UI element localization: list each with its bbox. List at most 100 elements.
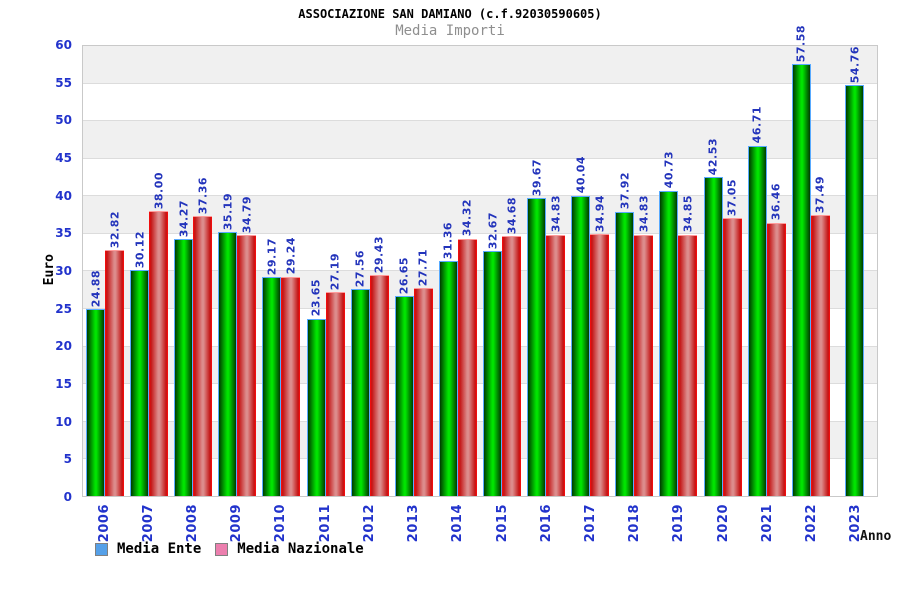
bar-media-ente: 40.73 [659, 151, 679, 496]
bar-value-label: 46.71 [751, 106, 764, 143]
grid-band [83, 233, 877, 272]
bar-value-text: 29.43 [372, 235, 386, 274]
bar-value-text: 34.27 [177, 199, 191, 237]
x-tick-2007: 2007 [126, 504, 170, 546]
bars-layer: 24.88 32.82 30.12 38.00 34.27 37.36 35.19 34.79… [83, 25, 877, 496]
bar-value-text: 40.04 [574, 156, 588, 194]
bar-value-label: 26.65 [398, 257, 411, 294]
x-tick-2014: 2014 [436, 504, 480, 546]
bar-value-text: 57.58 [794, 24, 808, 63]
x-tick-label: 2012 [361, 504, 377, 543]
legend-item: Media Ente [95, 541, 201, 557]
bar-value-text: 26.65 [397, 256, 411, 295]
bar-value-text: 38.00 [152, 171, 166, 210]
bar-value-label: 32.67 [486, 212, 499, 249]
bar-value-label: 37.36 [196, 177, 209, 214]
x-tick-label: 2019 [671, 504, 687, 543]
bar-group-2013: 26.65 27.71 [392, 46, 436, 496]
bar-value-text: 24.88 [89, 270, 103, 308]
bar-media-ente: 27.56 [350, 250, 370, 496]
bar-media-nazionale: 34.32 [457, 199, 477, 496]
x-tick-label: 2015 [494, 504, 510, 543]
grid-band [83, 46, 877, 84]
bar-value-label: 34.83 [549, 195, 562, 232]
bar-group-2015: 32.67 34.68 [480, 46, 524, 496]
x-tick-2022: 2022 [790, 504, 834, 546]
bar-media-nazionale: 27.71 [413, 249, 433, 496]
y-tick-label: 0 [63, 490, 72, 504]
bar-media-nazionale: 36.46 [766, 183, 786, 496]
grid-bands [83, 46, 877, 496]
x-tick-label: 2009 [229, 504, 245, 543]
x-tick-label: 2021 [759, 504, 775, 543]
bar-group-2018: 37.92 34.83 [612, 46, 656, 496]
bar-value-text: 54.76 [848, 46, 862, 84]
bar-media-ente: 39.67 [527, 159, 547, 496]
legend-item: Media Nazionale [215, 541, 364, 557]
x-axis: 2006 2007 2008 2009 2010 2011 2012 2013 2014 2015… [82, 504, 878, 546]
bar-group-2021: 46.71 36.46 [745, 46, 789, 496]
grid-band [83, 158, 877, 197]
bar-media-ente: 40.04 [571, 156, 591, 496]
bar-value-text: 40.73 [662, 151, 676, 189]
grid-band [83, 459, 877, 496]
x-tick-2019: 2019 [657, 504, 701, 546]
x-tick-label: 2018 [627, 504, 643, 543]
bar-value-label: 35.19 [221, 193, 234, 230]
x-tick-2006: 2006 [82, 504, 126, 546]
y-tick-label: 25 [55, 301, 72, 316]
bar-value-label: 34.85 [681, 195, 694, 232]
bar-value-label: 30.12 [133, 231, 146, 268]
x-tick-2021: 2021 [745, 504, 789, 546]
x-tick-2020: 2020 [701, 504, 745, 546]
bar-media-ente: 57.58 [791, 25, 811, 496]
bar-media-nazionale: 37.49 [810, 176, 830, 496]
legend-label: Media Ente [117, 541, 202, 557]
grid-band [83, 346, 877, 385]
bar-value-label: 34.32 [461, 199, 474, 236]
bar-group-2014: 31.36 34.32 [436, 46, 480, 496]
bar-media-nazionale: 29.24 [281, 237, 301, 496]
bar-group-2017: 40.04 34.94 [568, 46, 612, 496]
bar-media-nazionale: 32.82 [105, 211, 125, 496]
y-tick-label: 45 [55, 151, 72, 165]
y-tick-label: 35 [55, 226, 72, 241]
grid-band [83, 271, 877, 310]
bar-value-label: 38.00 [152, 172, 165, 209]
bar-value-label: 42.53 [707, 138, 720, 175]
bar-media-ente: 24.88 [86, 270, 106, 496]
bar-value-text: 34.85 [681, 195, 695, 233]
bar-value-text: 37.05 [725, 178, 739, 217]
x-tick-label: 2013 [406, 504, 422, 543]
x-tick-2010: 2010 [259, 504, 303, 546]
bar-value-label: 27.56 [354, 250, 367, 287]
bar-group-2019: 40.73 34.85 [656, 46, 700, 496]
bar-value-text: 34.32 [460, 199, 474, 237]
bar-media-ente: 30.12 [130, 231, 150, 496]
bar-value-text: 42.53 [706, 137, 720, 176]
plot-area: 24.88 32.82 30.12 38.00 34.27 37.36 35.19 34.79… [82, 25, 878, 497]
bar-media-ente: 29.17 [262, 238, 282, 496]
x-tick-2013: 2013 [392, 504, 436, 546]
bar-media-ente: 35.19 [218, 193, 238, 496]
legend-label: Media Nazionale [237, 541, 364, 557]
x-tick-label: 2016 [538, 504, 554, 543]
bar-media-ente: 32.67 [483, 212, 503, 496]
legend: Media Ente Media Nazionale [95, 541, 364, 557]
bar-media-nazionale: 34.94 [590, 195, 610, 496]
legend-swatch [215, 542, 229, 556]
bar-value-text: 37.49 [813, 175, 827, 213]
grid-band [83, 83, 877, 122]
bar-value-label: 27.71 [417, 249, 430, 286]
bar-media-ente: 31.36 [438, 222, 458, 496]
bar-media-nazionale: 34.83 [546, 195, 566, 496]
bar-media-ente: 26.65 [394, 257, 414, 496]
x-tick-label: 2022 [804, 504, 820, 543]
bar-value-label: 23.65 [310, 279, 323, 316]
bar-group-2016: 39.67 34.83 [524, 46, 568, 496]
bar-value-label: 34.83 [637, 195, 650, 232]
y-tick-label: 55 [55, 75, 72, 90]
bar-media-nazionale: 29.43 [369, 236, 389, 496]
y-tick-label: 30 [55, 264, 72, 278]
